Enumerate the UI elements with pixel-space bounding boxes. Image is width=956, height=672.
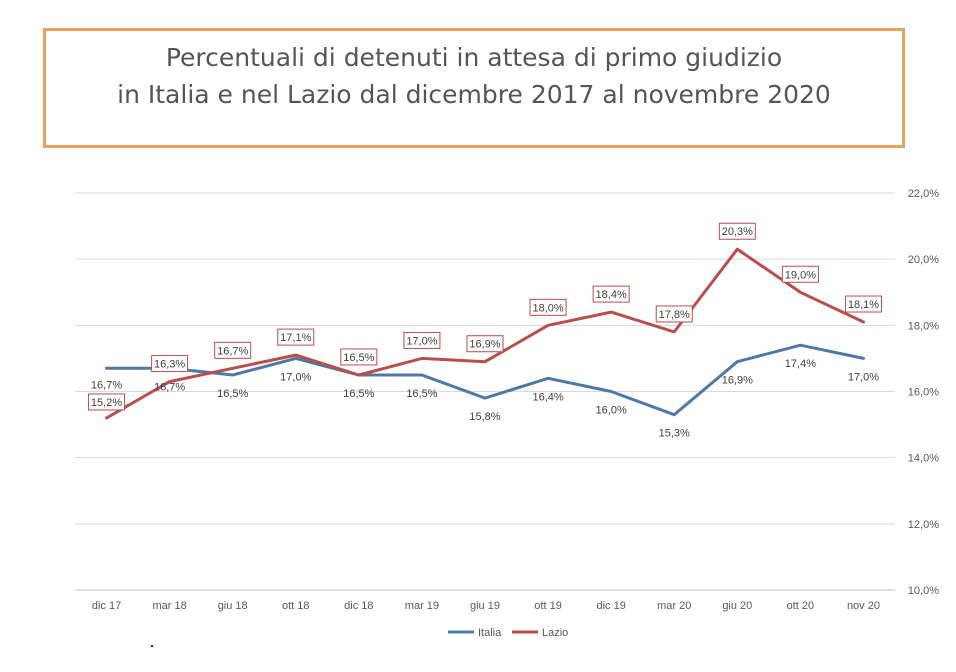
data-label-italia: 17,4% [785, 358, 816, 370]
x-tick-label: ott 20 [787, 600, 815, 612]
data-label-box-lazio [214, 341, 252, 359]
chart-title-line-1: Percentuali di detenuti in attesa di pri… [165, 43, 783, 72]
x-tick-label: ott 18 [282, 600, 310, 612]
data-label-lazio: 17,8% [659, 309, 690, 321]
data-label-box-lazio [592, 285, 630, 303]
data-label-lazio: 20,3% [722, 226, 753, 238]
data-label-lazio: 17,0% [406, 335, 437, 347]
y-tick-label: 10,0% [908, 585, 939, 597]
x-tick-label: dic 18 [344, 600, 373, 612]
data-label-box-lazio [655, 305, 693, 323]
data-label-box-lazio [277, 328, 315, 346]
y-tick-label: 22,0% [908, 188, 939, 200]
legend-label-lazio: Lazio [542, 627, 568, 639]
data-label-box-lazio [466, 335, 504, 353]
data-label-box-lazio [718, 222, 756, 240]
y-tick-label: 14,0% [908, 453, 939, 465]
data-label-lazio: 16,3% [154, 359, 185, 371]
x-tick-label: giu 18 [218, 600, 248, 612]
y-tick-label: 18,0% [908, 320, 939, 332]
x-tick-label: dic 19 [596, 600, 625, 612]
y-tick-label: 12,0% [908, 519, 939, 531]
data-label-italia: 15,8% [469, 411, 500, 423]
data-label-lazio: 18,0% [532, 302, 563, 314]
data-label-italia: 15,3% [659, 428, 690, 440]
data-label-box-lazio [151, 355, 189, 373]
x-tick-label: mar 20 [657, 600, 691, 612]
y-tick-label: 16,0% [908, 387, 939, 399]
data-label-italia: 16,7% [154, 381, 185, 393]
x-tick-label: giu 19 [470, 600, 500, 612]
data-label-italia: 17,0% [280, 371, 311, 383]
data-label-italia: 16,5% [343, 388, 374, 400]
x-tick-label: ott 19 [534, 600, 562, 612]
data-label-lazio: 16,5% [343, 352, 374, 364]
data-label-lazio: 18,4% [596, 289, 627, 301]
series-line-lazio [105, 247, 865, 420]
chart-title-line-2: in Italia e nel Lazio dal dicembre 2017 … [117, 80, 831, 109]
y-tick-label: 20,0% [908, 254, 939, 266]
data-label-italia: 16,0% [596, 405, 627, 417]
data-label-box-lazio [340, 348, 378, 366]
data-label-italia: 16,5% [217, 388, 248, 400]
x-tick-label: nov 20 [847, 600, 880, 612]
data-label-italia: 16,9% [722, 375, 753, 387]
data-label-lazio: 18,1% [848, 299, 879, 311]
data-label-box-lazio [529, 298, 567, 316]
data-label-lazio: 17,1% [280, 332, 311, 344]
data-label-box-lazio [781, 265, 819, 283]
x-tick-label: mar 19 [405, 600, 439, 612]
data-label-lazio: 19,0% [785, 269, 816, 281]
legend-label-italia: Italia [478, 627, 502, 639]
data-label-lazio: 16,7% [217, 345, 248, 357]
series-line-italia [105, 343, 865, 417]
data-label-italia: 16,4% [532, 391, 563, 403]
x-tick-label: giu 20 [722, 600, 752, 612]
data-label-box-lazio [88, 393, 126, 411]
data-label-lazio: 15,2% [91, 397, 122, 409]
data-label-box-lazio [844, 295, 882, 313]
data-label-italia: 16,5% [406, 388, 437, 400]
x-tick-label: dic 17 [92, 600, 121, 612]
data-label-box-lazio [403, 331, 441, 349]
x-tick-label: mar 18 [152, 600, 186, 612]
stray-dot [151, 645, 153, 647]
data-label-lazio: 16,9% [469, 339, 500, 351]
chart-title-box: Percentuali di detenuti in attesa di pri… [43, 28, 905, 148]
data-label-italia: 17,0% [848, 371, 879, 383]
data-label-italia: 16,7% [91, 379, 122, 391]
